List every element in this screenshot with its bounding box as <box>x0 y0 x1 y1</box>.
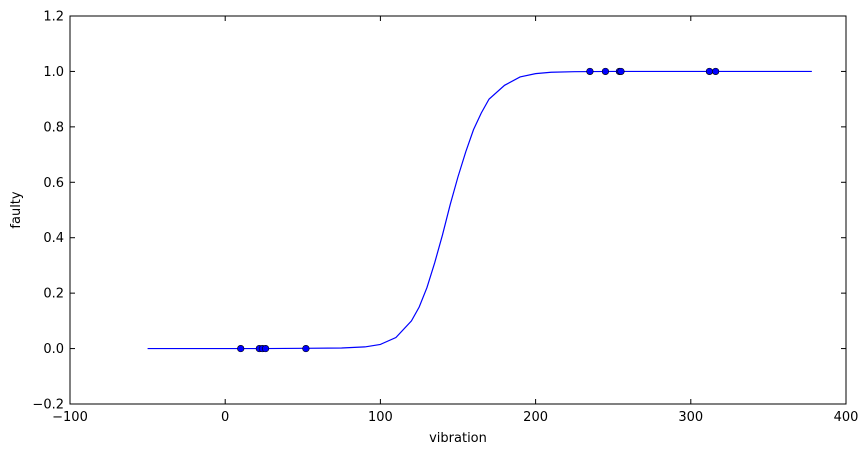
y-tick-label: −0.2 <box>32 398 64 413</box>
x-tick-label: −100 <box>52 410 88 425</box>
x-tick-label: 200 <box>523 410 548 425</box>
data-point <box>586 67 594 76</box>
points-layer <box>237 67 720 353</box>
y-axis-label: faulty <box>9 191 24 228</box>
logistic-curve-line <box>147 70 812 350</box>
x-axis-label: vibration <box>429 431 487 446</box>
x-tick-label: 300 <box>678 410 703 425</box>
plot-frame <box>69 15 847 405</box>
curve-layer <box>147 70 812 350</box>
y-tick-label: 1.0 <box>43 65 64 80</box>
data-point <box>261 344 270 353</box>
x-tick-label: 400 <box>834 410 859 425</box>
ticks-layer: −100 0 100 200 300 400 −0.2 0.0 0.2 0.4 0.6 0.8 1.0 1… <box>32 10 858 426</box>
data-point <box>237 344 245 353</box>
data-point <box>705 67 714 76</box>
data-point <box>601 67 610 76</box>
data-point <box>302 344 310 353</box>
y-tick-label: 0.8 <box>43 120 64 135</box>
y-tick-label: 0.2 <box>43 287 64 302</box>
y-tick-label: 1.2 <box>43 10 64 25</box>
data-point <box>617 67 625 76</box>
y-tick-label: 0.4 <box>43 231 64 246</box>
y-tick-label: 0.6 <box>43 176 64 191</box>
x-tick-label: 0 <box>221 410 229 425</box>
y-tick-label: 0.0 <box>43 342 64 357</box>
data-point <box>712 67 720 76</box>
x-tick-label: 100 <box>368 410 393 425</box>
